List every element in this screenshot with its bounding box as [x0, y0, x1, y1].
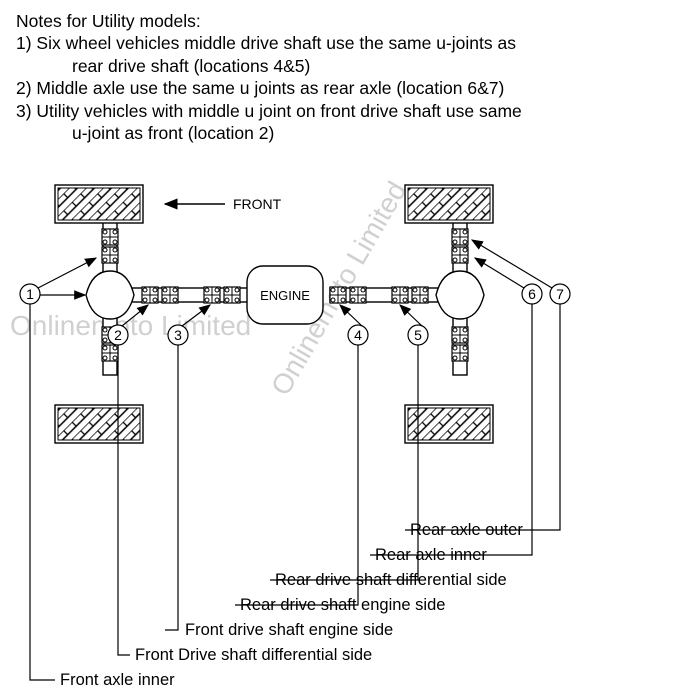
ujoint-2b — [162, 287, 178, 303]
tire-front-top — [55, 185, 143, 223]
ujoint-rear-bot2 — [452, 345, 468, 361]
front-differential — [86, 271, 134, 319]
ujoint-4 — [330, 287, 346, 303]
note-3b: u-joint as front (location 2) — [16, 122, 684, 144]
marker-3: 3 — [168, 325, 188, 345]
note-2: 2) Middle axle use the same u joints as … — [16, 77, 684, 99]
note-3a: 3) Utility vehicles with middle u joint … — [16, 100, 684, 122]
ujoint-2 — [142, 287, 158, 303]
marker-6: 6 — [522, 284, 542, 304]
arrow-1a — [38, 258, 96, 288]
drivetrain-diagram: ENGINE FRONT 1 2 3 4 5 6 7 Re — [0, 155, 700, 700]
ujoint-rear-bot — [452, 327, 468, 343]
callout-7: Rear axle outer — [410, 521, 523, 539]
ujoint-3 — [204, 287, 220, 303]
callout-5: Rear drive shaft differential side — [275, 571, 507, 589]
callout-4: Rear drive shaft engine side — [240, 596, 445, 614]
notes-title: Notes for Utility models: — [16, 10, 684, 32]
ujoint-front-top — [102, 229, 118, 245]
tire-rear-top — [405, 185, 493, 223]
callout-6: Rear axle inner — [375, 546, 487, 564]
marker-4: 4 — [348, 325, 368, 345]
ujoint-4b — [350, 287, 366, 303]
callout-3: Front drive shaft engine side — [185, 621, 393, 639]
svg-text:3: 3 — [174, 327, 182, 343]
callout-2: Front Drive shaft differential side — [135, 646, 372, 664]
svg-text:2: 2 — [114, 327, 122, 343]
marker-2: 2 — [108, 325, 128, 345]
rear-differential — [436, 271, 484, 319]
ujoint-front-bot2 — [102, 345, 118, 361]
arrow-3 — [182, 305, 210, 326]
ujoint-front-top2 — [102, 247, 118, 263]
svg-text:4: 4 — [354, 327, 362, 343]
svg-text:6: 6 — [528, 286, 536, 302]
ujoint-rear-top — [452, 229, 468, 245]
ujoint-5b — [412, 287, 428, 303]
note-1b: rear drive shaft (locations 4&5) — [16, 55, 684, 77]
marker-1: 1 — [20, 284, 40, 304]
arrow-5 — [400, 305, 422, 326]
marker-7: 7 — [550, 284, 570, 304]
notes-block: Notes for Utility models: 1) Six wheel v… — [0, 0, 700, 144]
arrow-4 — [340, 305, 362, 326]
ujoint-5 — [392, 287, 408, 303]
tire-front-bottom — [55, 405, 143, 443]
note-1a: 1) Six wheel vehicles middle drive shaft… — [16, 32, 684, 54]
marker-5: 5 — [408, 325, 428, 345]
ujoint-rear-top2 — [452, 247, 468, 263]
callout-1: Front axle inner — [60, 671, 175, 689]
arrow-6 — [475, 258, 524, 288]
svg-text:1: 1 — [26, 286, 34, 302]
front-label: FRONT — [233, 196, 282, 212]
ujoint-3b — [224, 287, 240, 303]
engine-label: ENGINE — [260, 288, 310, 303]
svg-text:7: 7 — [556, 286, 564, 302]
svg-text:5: 5 — [414, 327, 422, 343]
